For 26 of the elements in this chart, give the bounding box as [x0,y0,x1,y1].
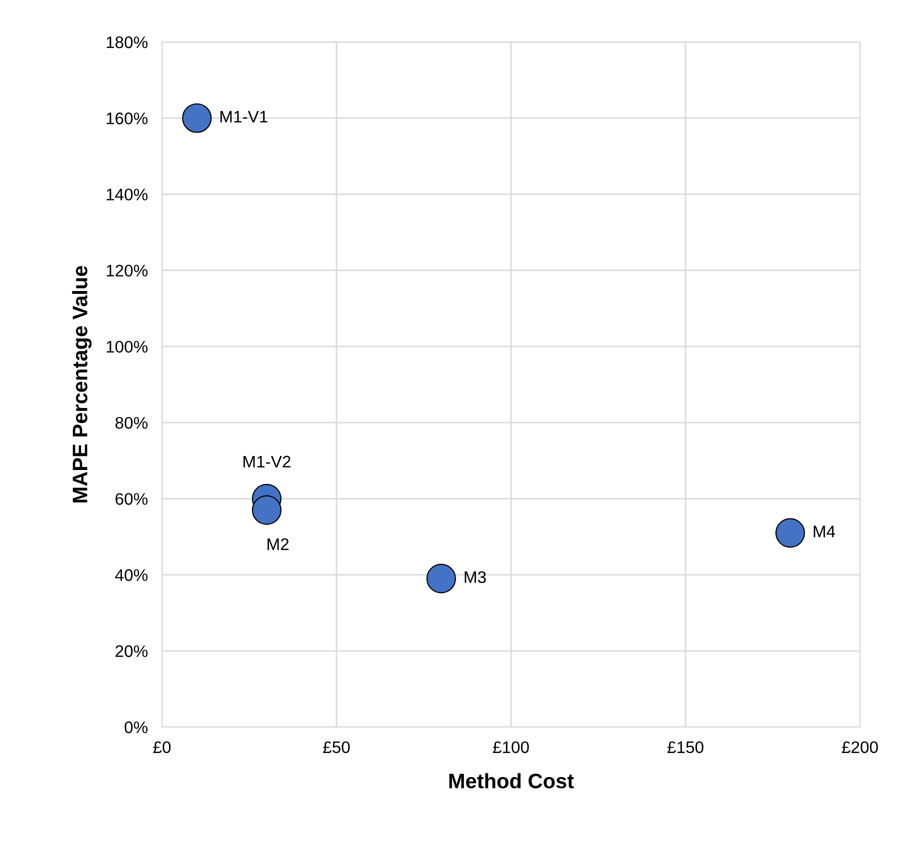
annotation: M4 [814,526,836,538]
y-axis-title: MAPE Percentage Value [72,266,92,502]
y-tick-label: 120% [106,264,148,277]
point [182,103,212,133]
y-tick-label: 80% [115,416,148,429]
y-tick-label: 60% [116,493,148,505]
x-tick-label: £50 [323,741,350,754]
y-tick-label: 20% [116,645,148,658]
point [252,495,282,525]
y-tick-label: 180% [106,36,148,48]
annotation: M1-V2 [244,456,290,468]
annotation: M3 [464,571,486,584]
x-tick-label: £200 [842,741,878,754]
point [775,518,805,548]
y-tick-label: 140% [106,188,148,200]
y-tick-label: 160% [106,112,148,124]
annotation: M2 [268,538,289,550]
annotation: M1-V1 [220,110,268,122]
x-tick-label: £0 [153,741,171,754]
x-axis-title: Method Cost [449,773,574,788]
y-tick-label: 0% [124,721,148,734]
point [426,564,456,594]
y-tick-label: 100% [106,340,148,353]
x-tick-label: £100 [492,741,529,754]
y-tick-label: 40% [115,569,148,581]
x-tick-label: £150 [667,741,704,754]
